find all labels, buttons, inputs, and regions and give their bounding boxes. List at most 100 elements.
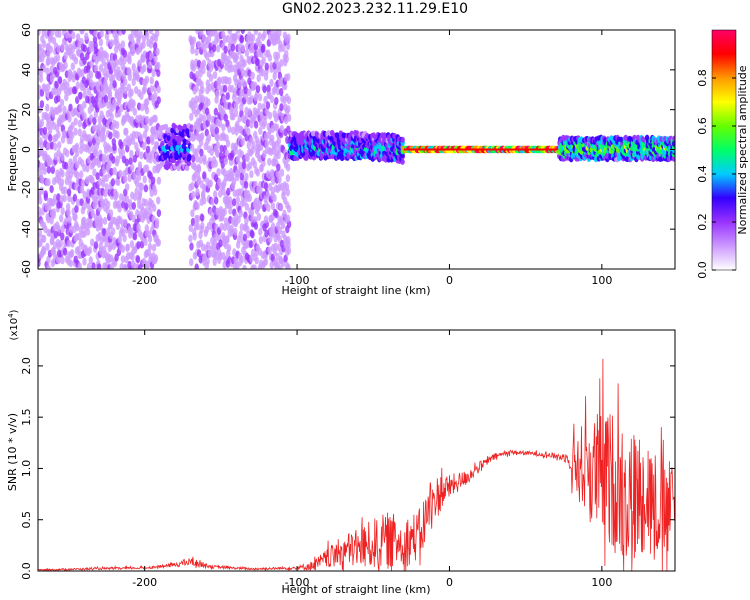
- spectrogram-cell: [143, 238, 148, 246]
- spectrogram-cell: [46, 50, 51, 59]
- spectrogram-cell: [283, 254, 288, 263]
- spectrogram-cell: [230, 126, 236, 135]
- snr-frame: [37, 329, 676, 572]
- spectrogram-cell: [253, 120, 259, 129]
- spectrogram-cell: [197, 40, 202, 49]
- spectrogram-cell: [46, 264, 51, 269]
- spectrogram-cell: [226, 222, 231, 231]
- spectrogram-cell: [221, 187, 226, 196]
- spectrogram-cell: [79, 170, 84, 179]
- spectrogram-cell: [71, 31, 76, 40]
- spectrogram-cell: [264, 139, 269, 148]
- spectrogram-cell: [86, 201, 91, 210]
- spectrogram-cell: [84, 32, 89, 41]
- spectrogram-cell: [218, 239, 223, 248]
- spectrogram-cell: [120, 40, 126, 49]
- spectrogram-cell: [68, 103, 73, 112]
- spectrogram-cell: [233, 109, 239, 118]
- spectrogram-cell: [132, 107, 138, 116]
- spectrogram-cell: [70, 131, 75, 140]
- spectrogram-cell: [122, 49, 128, 58]
- spectrogram-cell: [276, 163, 281, 172]
- spectrogram-cell: [60, 256, 65, 265]
- spectrogram-cell: [267, 111, 273, 120]
- spectrogram-cell: [232, 198, 237, 207]
- spectrogram-cell: [222, 95, 227, 104]
- spectrogram-cell: [233, 102, 239, 111]
- spectrogram-cell: [38, 74, 44, 83]
- spectrogram-cell: [188, 35, 193, 44]
- spectrogram-cell: [102, 216, 108, 225]
- spectrogram-cell: [245, 225, 250, 234]
- spectrogram-cell: [95, 172, 100, 181]
- spectrogram-cell: [194, 263, 199, 269]
- spectrogram-cell: [93, 30, 98, 37]
- spectrogram-cell: [114, 253, 119, 262]
- spectrogram-cell: [257, 153, 262, 162]
- spectrogram-cell: [144, 164, 150, 173]
- spectrogram-cell: [236, 30, 241, 34]
- spectrogram-cell: [82, 44, 88, 53]
- spectrogram-cell: [265, 101, 271, 110]
- spectrogram-cell: [115, 131, 120, 139]
- spectrogram-cell: [144, 75, 150, 84]
- spectrogram-cell: [43, 190, 48, 199]
- snr-series-line: [38, 358, 675, 571]
- spectrogram-cell: [64, 93, 69, 102]
- spectrogram-cell: [244, 217, 249, 226]
- spectrogram-cell: [55, 53, 61, 62]
- spectrogram-cell: [75, 171, 80, 180]
- spectrogram-cell: [67, 114, 72, 123]
- y-tick-label: 0: [20, 146, 33, 153]
- spectrogram-cell: [212, 258, 217, 266]
- spectrogram-cell: [240, 68, 246, 77]
- spectrogram-cell: [256, 74, 261, 83]
- spectrogram-cell: [191, 190, 196, 199]
- spectrogram-cell: [239, 255, 244, 264]
- spectrogram-cell: [231, 177, 237, 186]
- spectrogram-cell: [277, 30, 282, 37]
- spectrogram-region: [287, 129, 405, 165]
- spectrogram-cell: [48, 126, 53, 134]
- spectrogram-cell: [124, 195, 130, 203]
- spectrogram-cell: [82, 202, 87, 211]
- colorbar-tick-label: 0.0: [696, 261, 709, 279]
- spectrogram-cell: [153, 254, 159, 263]
- colorbar-ticks: 0.0 0.2 0.4 0.6 0.8: [696, 69, 736, 279]
- spectrogram-cell: [153, 91, 158, 100]
- x-tick-label: 0: [446, 576, 453, 589]
- snr-y-multiplier: (x104): [7, 309, 20, 340]
- spectrogram-cell: [77, 128, 83, 137]
- spectrogram-cell: [60, 232, 65, 241]
- spectrogram-cell: [245, 154, 250, 163]
- spectrogram-cell: [257, 32, 262, 41]
- spectrogram-region: [400, 145, 562, 154]
- spectrogram-cell: [247, 108, 252, 116]
- spectrogram-cell: [258, 126, 263, 135]
- spectrogram-cell: [160, 140, 165, 147]
- spectrogram-cell: [400, 136, 405, 143]
- spectrogram-cell: [67, 215, 72, 224]
- snr-plot-area: [38, 358, 675, 571]
- spectrogram-cell: [234, 52, 240, 61]
- spectrogram-cell: [130, 163, 135, 172]
- spectrogram-cell: [233, 142, 238, 151]
- spectrogram-cell: [70, 121, 75, 130]
- spectrogram-cell: [230, 170, 235, 179]
- spectrogram-cell: [270, 202, 276, 211]
- spectrogram-cell: [144, 115, 150, 124]
- x-tick-label: -100: [285, 576, 310, 589]
- y-tick-label: -60: [20, 260, 33, 278]
- spectrogram-cell: [68, 225, 74, 234]
- spectrogram-cell: [109, 113, 114, 121]
- spectrogram-cell: [156, 85, 161, 94]
- x-tick-label: -200: [132, 576, 157, 589]
- spectrogram-cell: [195, 70, 200, 79]
- spectrogram-cell: [215, 141, 220, 149]
- spectrogram-cell: [144, 207, 149, 216]
- spectrogram-cell: [131, 201, 136, 210]
- spectrogram-cell: [81, 216, 87, 225]
- spectrogram-cell: [206, 113, 212, 122]
- spectrogram-cell: [96, 159, 102, 168]
